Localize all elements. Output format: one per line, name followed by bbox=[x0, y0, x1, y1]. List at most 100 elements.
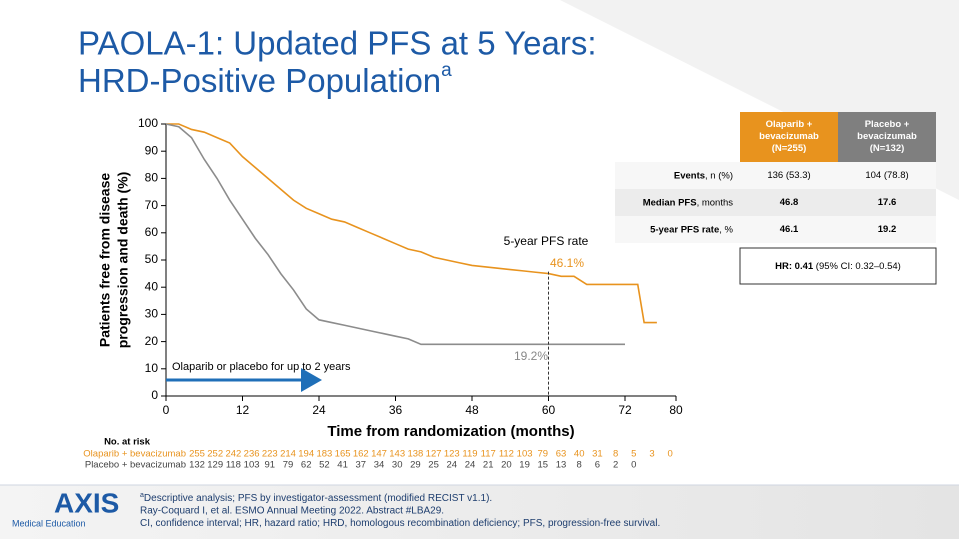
risk-value: 63 bbox=[556, 449, 567, 460]
risk-value: 25 bbox=[428, 460, 439, 471]
title-text: HRD-Positive Population bbox=[78, 62, 441, 99]
risk-value: 40 bbox=[574, 449, 585, 460]
y-tick-label: 70 bbox=[145, 198, 159, 212]
km-curve bbox=[165, 123, 625, 346]
footnote-text: Descriptive analysis; PFS by investigato… bbox=[144, 493, 492, 504]
hr-rest: (95% CI: 0.32–0.54) bbox=[813, 261, 901, 272]
row-bg bbox=[615, 189, 936, 216]
risk-value: 19 bbox=[519, 460, 530, 471]
row-bg bbox=[615, 162, 936, 189]
annotation: 5-year PFS rate bbox=[504, 234, 589, 248]
annotation: Olaparib or placebo for up to 2 years bbox=[172, 361, 351, 373]
x-tick-label: 12 bbox=[236, 403, 250, 417]
risk-value: 214 bbox=[280, 449, 296, 460]
annotation: 19.2% bbox=[514, 349, 548, 363]
risk-value: 24 bbox=[447, 460, 458, 471]
footer-band bbox=[0, 485, 959, 539]
risk-value: 0 bbox=[668, 449, 673, 460]
row-label: 5-year PFS rate, % bbox=[650, 224, 733, 235]
risk-value: 20 bbox=[501, 460, 512, 471]
x-tick-label: 36 bbox=[389, 403, 403, 417]
y-tick-label: 100 bbox=[138, 116, 158, 130]
risk-value: 8 bbox=[613, 449, 618, 460]
y-tick-label: 10 bbox=[145, 361, 159, 375]
x-tick-label: 72 bbox=[618, 403, 632, 417]
x-tick-label: 0 bbox=[163, 403, 170, 417]
footnote-text: CI, confidence interval; HR, hazard rati… bbox=[140, 518, 660, 529]
y-tick-label: 80 bbox=[145, 171, 159, 185]
risk-value: 242 bbox=[225, 449, 241, 460]
row-bg bbox=[615, 216, 936, 243]
risk-value: 0 bbox=[631, 460, 636, 471]
y-tick-label: 20 bbox=[145, 334, 159, 348]
title-line1: PAOLA-1: Updated PFS at 5 Years: bbox=[78, 25, 597, 62]
cell: 136 (53.3) bbox=[767, 170, 810, 181]
risk-value: 123 bbox=[444, 449, 460, 460]
x-tick-label: 60 bbox=[542, 403, 556, 417]
risk-value: 162 bbox=[353, 449, 369, 460]
risk-value: 30 bbox=[392, 460, 403, 471]
row-label-unit: , months bbox=[697, 197, 734, 208]
risk-value: 13 bbox=[556, 460, 567, 471]
risk-value: 79 bbox=[538, 449, 549, 460]
header-text: Olaparib + bevacizumab (N=255) bbox=[759, 119, 819, 154]
hr-box bbox=[739, 247, 937, 285]
footnote: Ray-Coquard I, et al. ESMO Annual Meetin… bbox=[140, 505, 444, 516]
y-tick-label: 90 bbox=[145, 143, 159, 157]
header-cell bbox=[838, 112, 936, 162]
footnote: CI, confidence interval; HR, hazard rati… bbox=[140, 518, 660, 529]
cell: 19.2 bbox=[878, 224, 897, 235]
row-label-unit: , % bbox=[719, 224, 733, 235]
footnote: aDescriptive analysis; PFS by investigat… bbox=[140, 492, 492, 504]
y-tick-label: 50 bbox=[145, 252, 159, 266]
risk-row-name: Olaparib + bevacizumab bbox=[83, 449, 186, 460]
risk-value: 255 bbox=[189, 449, 205, 460]
row-label-bold: Median PFS bbox=[643, 197, 697, 208]
risk-value: 2 bbox=[613, 460, 618, 471]
x-tick-label: 80 bbox=[669, 403, 683, 417]
risk-value: 119 bbox=[462, 449, 477, 460]
table: Olaparib + bevacizumab (N=255) Placebo + bev… bbox=[615, 112, 937, 285]
risk-value: 132 bbox=[189, 460, 205, 471]
row-label: Events, n (%) bbox=[674, 170, 733, 181]
risk-value: 31 bbox=[592, 449, 603, 460]
risk-value: 21 bbox=[483, 460, 494, 471]
km-curve bbox=[166, 123, 657, 324]
risk-value: 62 bbox=[301, 460, 312, 471]
logo-sub: Medical Education bbox=[12, 518, 86, 528]
footnote-mark: a bbox=[140, 492, 144, 499]
y-axis-label: Patients free from disease bbox=[97, 173, 113, 348]
row-label: Median PFS, months bbox=[643, 197, 734, 208]
title-sup: a bbox=[441, 60, 452, 81]
x-tick-label: 24 bbox=[312, 403, 326, 417]
risk-value: 194 bbox=[298, 449, 314, 460]
risk-value: 143 bbox=[389, 449, 405, 460]
risk-value: 165 bbox=[335, 449, 351, 460]
x-axis-label: Time from randomization (months) bbox=[327, 423, 574, 440]
title-line2: HRD-Positive Populationa bbox=[78, 60, 452, 99]
x-tick-label: 48 bbox=[465, 403, 479, 417]
risk-value: 223 bbox=[262, 449, 278, 460]
header-cell bbox=[740, 112, 838, 162]
risk-value: 91 bbox=[265, 460, 276, 471]
risk-value: 29 bbox=[410, 460, 421, 471]
y-tick-label: 30 bbox=[145, 307, 159, 321]
risk-value: 138 bbox=[407, 449, 423, 460]
y-axis-label: progression and death (%) bbox=[115, 172, 131, 349]
annotation: 46.1% bbox=[550, 256, 584, 270]
y-tick-label: 60 bbox=[145, 225, 159, 239]
risk-value: 118 bbox=[226, 460, 241, 471]
risk-value: 103 bbox=[517, 449, 533, 460]
risk-value: 41 bbox=[337, 460, 348, 471]
risk-title: No. at risk bbox=[104, 437, 151, 448]
row-label-bold: 5-year PFS rate bbox=[650, 224, 719, 235]
risk-value: 252 bbox=[207, 449, 223, 460]
risk-value: 34 bbox=[374, 460, 385, 471]
risk-value: 5 bbox=[631, 449, 636, 460]
risk-value: 127 bbox=[426, 449, 442, 460]
risk-value: 8 bbox=[577, 460, 582, 471]
cell: 46.8 bbox=[780, 197, 799, 208]
y-tick-label: 40 bbox=[145, 279, 159, 293]
